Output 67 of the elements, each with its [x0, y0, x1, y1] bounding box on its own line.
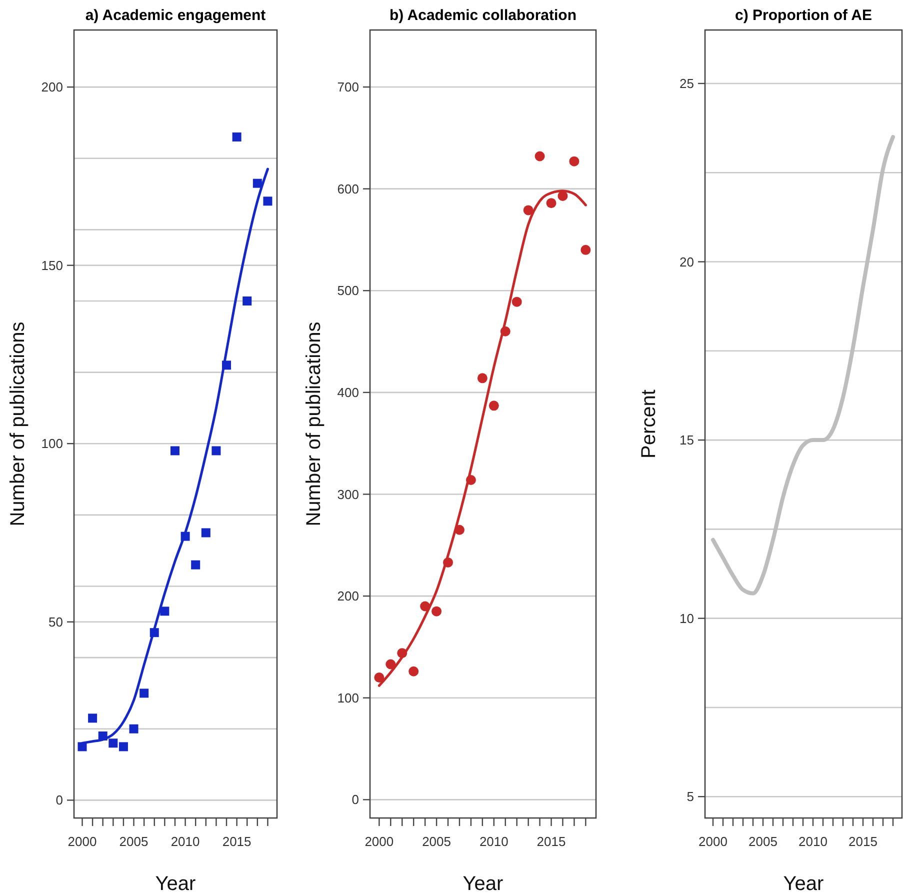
point — [170, 446, 180, 456]
x-tick-label: 2000 — [68, 834, 97, 849]
y-tick-label: 300 — [337, 486, 359, 502]
x-tick-label: 2015 — [222, 834, 252, 849]
point — [212, 446, 221, 456]
point — [432, 606, 442, 616]
line-series — [378, 190, 587, 687]
y-tick-label: 20 — [680, 254, 694, 270]
x-axis-title: Year — [783, 873, 824, 895]
y-tick-label: 600 — [337, 181, 359, 196]
chart-title: b) Academic collaboration — [390, 7, 576, 24]
y-tick-label: 200 — [337, 588, 359, 604]
point — [252, 178, 262, 188]
y-tick-label: 0 — [56, 792, 63, 808]
y-axis-title: Number of publications — [303, 322, 325, 526]
y-tick-label: 10 — [680, 610, 694, 626]
point — [408, 666, 419, 676]
point — [534, 151, 545, 162]
point — [569, 156, 580, 166]
x-tick-label: 2010 — [798, 834, 828, 849]
x-tick-label: 2015 — [848, 834, 878, 849]
point — [263, 196, 272, 206]
chart-title: c) Proportion of AE — [735, 7, 872, 24]
x-tick-label: 2000 — [364, 834, 394, 849]
chart-title: a) Academic engagement — [85, 7, 266, 24]
point — [558, 190, 568, 201]
y-tick-label: 700 — [337, 80, 359, 95]
x-tick-label: 2010 — [479, 834, 508, 849]
y-axis-title: Percent — [638, 389, 660, 458]
point — [546, 198, 556, 208]
point — [523, 205, 534, 216]
y-tick-label: 150 — [41, 258, 63, 273]
x-tick-label: 2005 — [748, 834, 778, 849]
y-tick-label: 400 — [337, 384, 359, 400]
point — [201, 528, 210, 538]
point — [140, 688, 149, 698]
y-tick-label: 100 — [41, 436, 63, 452]
x-tick-label: 2000 — [698, 834, 728, 849]
y-tick-label: 15 — [680, 432, 694, 448]
x-tick-label: 2015 — [536, 834, 566, 849]
point — [118, 742, 128, 752]
y-tick-label: 5 — [686, 789, 694, 804]
y-tick-label: 200 — [41, 80, 63, 95]
point — [88, 714, 98, 723]
x-axis-title: Year — [155, 873, 196, 895]
y-tick-label: 25 — [680, 76, 694, 92]
y-tick-label: 50 — [48, 614, 63, 630]
point — [191, 560, 200, 570]
y-tick-label: 500 — [337, 283, 359, 298]
point — [129, 724, 138, 734]
y-tick-label: 0 — [352, 792, 359, 808]
point — [232, 132, 242, 142]
point — [386, 659, 396, 670]
point — [160, 606, 170, 616]
point — [477, 373, 488, 384]
point — [374, 672, 384, 683]
point — [108, 738, 118, 748]
x-axis-title: Year — [462, 873, 504, 895]
x-tick-label: 2005 — [422, 834, 451, 849]
point — [488, 400, 499, 411]
x-tick-label: 2010 — [170, 834, 200, 849]
y-tick-label: 100 — [337, 690, 359, 706]
point — [512, 296, 522, 307]
y-axis-title: Number of publications — [7, 322, 29, 526]
point — [242, 296, 252, 306]
x-tick-label: 2005 — [119, 834, 148, 849]
point — [580, 244, 591, 255]
